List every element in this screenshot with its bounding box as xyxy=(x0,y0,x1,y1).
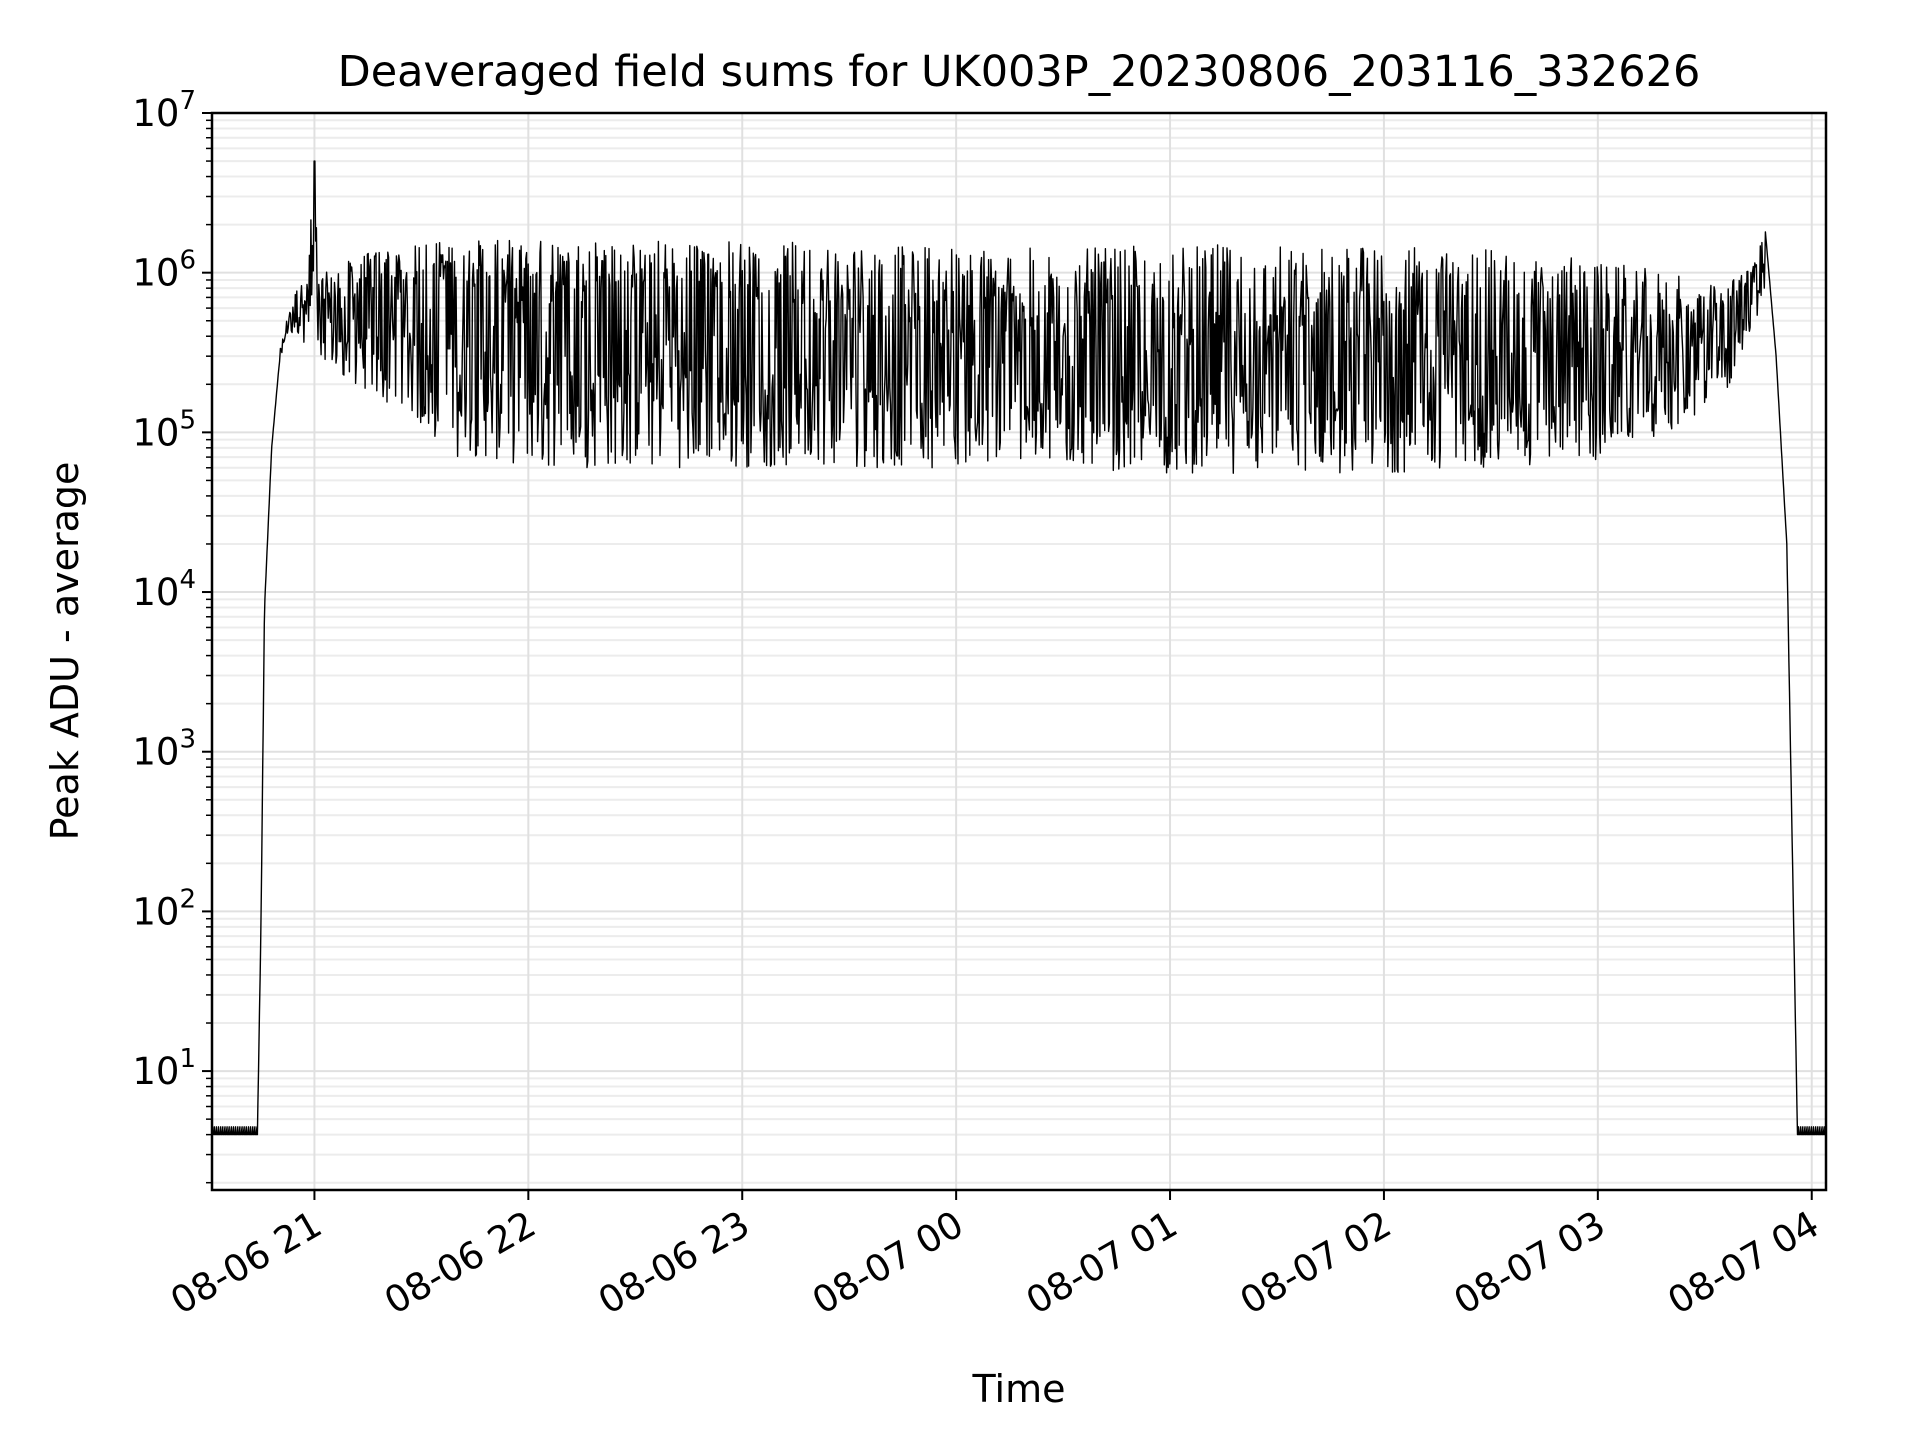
x-tick-label: 08-06 22 xyxy=(377,1203,543,1323)
y-tick-label: 105 xyxy=(132,405,196,454)
y-tick-label: 103 xyxy=(132,725,196,774)
y-axis-label: Peak ADU - average xyxy=(43,462,87,841)
x-tick-label: 08-07 04 xyxy=(1661,1203,1827,1323)
x-tick-label: 08-07 00 xyxy=(805,1203,971,1323)
series-layer xyxy=(211,160,1827,1136)
y-tick-label: 106 xyxy=(132,246,196,295)
x-tick-label: 08-06 23 xyxy=(591,1203,757,1323)
x-tick-label: 08-07 03 xyxy=(1447,1203,1613,1323)
y-tick-label: 101 xyxy=(132,1044,196,1093)
y-tick-label: 102 xyxy=(132,884,196,933)
series-line xyxy=(211,160,1827,1136)
x-tick-label: 08-07 01 xyxy=(1019,1203,1185,1323)
chart-title: Deaveraged field sums for UK003P_2023080… xyxy=(338,47,1701,97)
x-tick-label: 08-07 02 xyxy=(1233,1203,1399,1323)
y-tick-label: 107 xyxy=(132,86,196,135)
y-tick-label: 104 xyxy=(132,565,196,614)
x-tick-label: 08-06 21 xyxy=(163,1203,329,1323)
x-axis-label: Time xyxy=(972,1367,1066,1411)
plot-frame xyxy=(210,111,1828,1192)
